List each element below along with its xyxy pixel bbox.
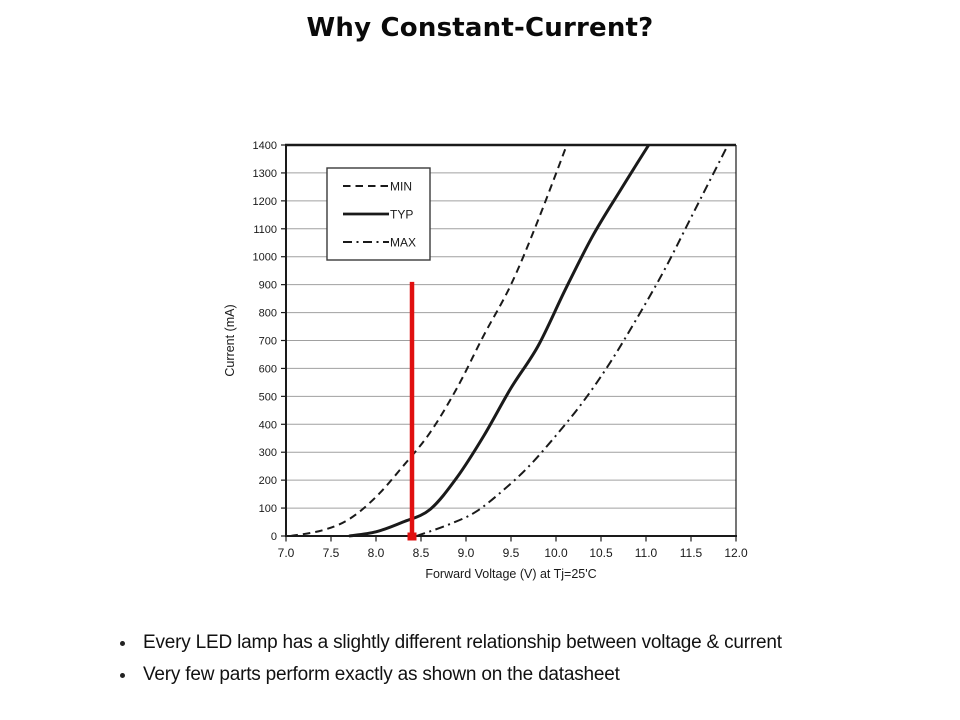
x-tick-label: 11.5: [680, 546, 703, 560]
y-tick-label: 500: [259, 391, 277, 403]
y-tick-label: 100: [259, 503, 277, 515]
bullet-text: Every LED lamp has a slightly different …: [143, 632, 782, 653]
x-tick-label: 11.0: [635, 546, 658, 560]
y-tick-label: 1000: [253, 252, 277, 264]
y-tick-label: 800: [259, 308, 277, 320]
y-tick-label: 200: [259, 475, 277, 487]
legend-max-label: MAX: [390, 236, 416, 250]
y-tick-label: 1100: [253, 224, 277, 236]
iv-curve-chart-area: 0 100 200 300 400 500 600 700 800 900 1000 1100 1200…: [220, 125, 760, 590]
y-tick-label: 600: [259, 363, 277, 375]
bullet-item: Every LED lamp has a slightly different …: [112, 632, 932, 654]
max-curve: [416, 144, 729, 537]
typ-curve: [348, 144, 650, 538]
y-tick-label: 700: [259, 336, 277, 348]
x-tick-label: 8.5: [413, 546, 430, 560]
bullet-text: Very few parts perform exactly as shown …: [143, 664, 620, 685]
y-tick-label: 1300: [253, 168, 277, 180]
min-curve: [290, 144, 568, 537]
annotation-base-marker: [407, 532, 417, 541]
y-tick-label: 1400: [253, 140, 277, 152]
legend-min-label: MIN: [390, 180, 412, 194]
iv-curve-chart: 0 100 200 300 400 500 600 700 800 900 1000 1100 1200…: [223, 140, 748, 581]
y-tick-label: 900: [259, 280, 277, 292]
x-tick-label: 12.0: [724, 546, 748, 560]
x-tick-label: 9.5: [503, 546, 520, 560]
legend-typ-label: TYP: [390, 208, 413, 222]
x-tick-label: 10.0: [544, 546, 568, 560]
y-axis-title: Current (mA): [223, 304, 237, 376]
bullet-list: Every LED lamp has a slightly different …: [112, 632, 932, 696]
x-axis-title: Forward Voltage (V) at Tj=25'C: [425, 567, 596, 581]
y-tick-label: 300: [259, 447, 277, 459]
x-tick-label: 7.0: [278, 546, 295, 560]
bullet-item: Very few parts perform exactly as shown …: [112, 664, 932, 686]
x-tick-label: 10.5: [589, 546, 613, 560]
y-tick-label: 0: [271, 531, 277, 543]
y-tick-label: 1200: [253, 196, 277, 208]
x-tick-label: 8.0: [368, 546, 385, 560]
page-title: Why Constant-Current?: [306, 13, 654, 43]
bullet-dot-icon: [120, 673, 125, 678]
y-tick-label: 400: [259, 419, 277, 431]
bullet-dot-icon: [120, 641, 125, 646]
x-tick-label: 7.5: [323, 546, 340, 560]
x-tick-label: 9.0: [458, 546, 475, 560]
